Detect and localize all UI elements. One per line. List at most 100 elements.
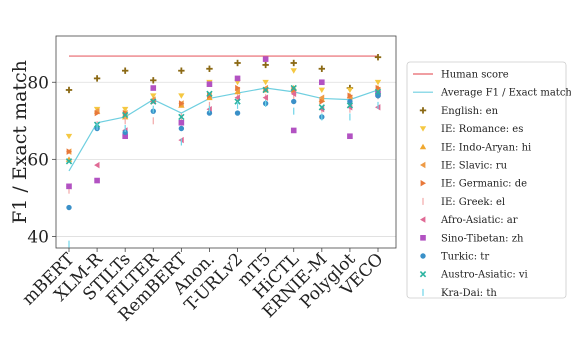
point-sino-tibetan-zh-rembert	[178, 119, 185, 126]
legend-marker-ie-germanic-de-shape	[420, 180, 426, 187]
point-ie-germanic-de-xlm-r	[94, 109, 101, 117]
point-austro-asiatic-vi-t-urlv2-b	[234, 98, 241, 105]
point-ie-romance-es-veco	[374, 79, 382, 86]
point-afro-asiatic-ar-xlm-r-shape	[94, 161, 100, 169]
point-sino-tibetan-zh-stilts	[122, 133, 128, 140]
point-ie-germanic-de-polyglot	[347, 92, 353, 99]
point-ie-indo-aryan-hi-stilts	[121, 113, 129, 120]
series-afro-asiatic-ar	[66, 90, 381, 190]
point-sino-tibetan-zh-ernie-m	[319, 79, 325, 86]
point-sino-tibetan-zh-polyglot-shape	[347, 133, 353, 140]
legend: Human score Average F1 / Exact match Engli…	[406, 61, 571, 299]
legend-label-kra-dai-th: Kra-Dai: th	[441, 288, 497, 299]
point-ie-germanic-de-veco-shape	[375, 84, 381, 92]
point-austro-asiatic-vi-filter-b	[150, 98, 157, 105]
point-austro-asiatic-vi-rembert-b	[178, 113, 185, 121]
point-ie-germanic-de-rembert	[178, 100, 185, 107]
y-tick-label-80: 80	[27, 73, 49, 93]
point-english-en-ernie-m	[318, 65, 326, 72]
legend-item-kra-dai-th: Kra-Dai: th	[422, 288, 497, 299]
legend-marker-turkic-tr	[420, 253, 426, 259]
series-austro-asiatic-vi	[65, 84, 382, 165]
point-ie-romance-es-rembert	[178, 93, 185, 99]
point-turkic-tr-t-urlv2-shape	[234, 110, 241, 116]
point-ie-germanic-de-t-urlv2	[235, 84, 241, 92]
legend-marker-ie-slavic-ru-shape	[420, 161, 426, 169]
legend-marker-ie-romance-es-shape	[419, 126, 427, 132]
point-turkic-tr-mbert-shape	[66, 204, 72, 211]
point-sino-tibetan-zh-hictl-shape	[290, 127, 297, 134]
point-english-en-stilts	[121, 67, 129, 74]
point-ie-germanic-de-t-urlv2-shape	[235, 84, 241, 92]
point-austro-asiatic-vi-hictl-b	[290, 84, 297, 92]
point-ie-romance-es-ernie-m-shape	[318, 87, 326, 93]
point-austro-asiatic-vi-anon-b	[206, 90, 213, 97]
point-ie-slavic-ru-ernie-m	[318, 94, 325, 101]
point-sino-tibetan-zh-filter-shape	[150, 85, 157, 91]
point-sino-tibetan-zh-anon	[206, 81, 213, 87]
point-turkic-tr-veco	[375, 93, 381, 99]
average-line	[68, 87, 379, 172]
series-ie-germanic-de	[66, 84, 381, 155]
legend-label-turkic-tr: Turkic: tr	[441, 252, 489, 263]
point-sino-tibetan-zh-filter	[150, 85, 157, 91]
point-english-en-mt5	[262, 61, 269, 69]
point-sino-tibetan-zh-rembert-shape	[178, 119, 185, 126]
x-axis-ticks: mBERTXLM-RSTILTsFILTERRemBERTAnon.T-URLv…	[19, 248, 388, 326]
point-ie-romance-es-hictl-shape	[290, 68, 297, 74]
point-afro-asiatic-ar-t-urlv2-shape	[234, 94, 240, 101]
point-english-en-t-urlv2	[234, 59, 241, 67]
point-afro-asiatic-ar-xlm-r	[94, 161, 100, 169]
y-axis-ticks: 40 60 80	[27, 73, 56, 247]
series-turkic-tr	[66, 93, 381, 211]
point-ie-slavic-ru-ernie-m-shape	[318, 94, 325, 101]
legend-item-austro-asiatic-vi: Austro-Asiatic: vi	[419, 270, 528, 281]
point-austro-asiatic-vi-stilts	[122, 111, 129, 119]
point-ie-romance-es-filter-shape	[150, 93, 157, 99]
legend-label-ie-slavic-ru: IE: Slavic: ru	[441, 161, 508, 172]
point-ie-germanic-de-ernie-m	[319, 98, 325, 105]
legend-marker-austro-asiatic-vi-b	[419, 271, 427, 278]
legend-item-ie-indo-aryan-hi: IE: Indo-Aryan: hi	[419, 142, 531, 153]
legend-item-average-f1-exact-match: Average F1 / Exact match	[413, 88, 571, 99]
y-tick-label-60: 60	[27, 150, 49, 170]
legend-marker-ie-romance-es	[419, 126, 427, 132]
point-ie-romance-es-polyglot-shape	[346, 87, 354, 93]
legend-label-austro-asiatic-vi: Austro-Asiatic: vi	[440, 270, 528, 281]
point-afro-asiatic-ar-mt5	[262, 94, 269, 101]
point-austro-asiatic-vi-mbert	[65, 158, 73, 165]
data-points	[65, 54, 382, 248]
legend-label-ie-germanic-de: IE: Germanic: de	[441, 179, 527, 190]
legend-marker-austro-asiatic-vi	[419, 271, 427, 278]
y-axis-title: F1 / Exact match	[9, 60, 31, 224]
point-ie-germanic-de-mbert	[66, 148, 72, 155]
legend-label-average-f1-exact-match: Average F1 / Exact match	[440, 88, 571, 99]
point-austro-asiatic-vi-t-urlv2	[234, 98, 241, 105]
y-tick-label-40: 40	[27, 227, 49, 247]
point-sino-tibetan-zh-mt5	[262, 56, 269, 62]
point-turkic-tr-polyglot	[347, 98, 353, 105]
point-sino-tibetan-zh-xlm-r-shape	[94, 177, 100, 184]
legend-label-afro-asiatic-ar: Afro-Asiatic: ar	[440, 215, 518, 226]
legend-item-afro-asiatic-ar: Afro-Asiatic: ar	[420, 215, 518, 226]
point-afro-asiatic-ar-hictl-shape	[290, 90, 297, 98]
point-sino-tibetan-zh-stilts-shape	[122, 133, 128, 140]
point-ie-germanic-de-ernie-m-shape	[319, 98, 325, 105]
legend-frame	[406, 61, 567, 299]
point-turkic-tr-polyglot-shape	[347, 98, 353, 105]
legend-marker-afro-asiatic-ar-shape	[420, 216, 426, 223]
point-ie-romance-es-hictl	[290, 68, 297, 74]
point-turkic-tr-anon	[206, 110, 213, 116]
point-sino-tibetan-zh-mt5-shape	[262, 56, 269, 62]
point-austro-asiatic-vi-stilts-b	[122, 111, 129, 119]
point-turkic-tr-hictl	[291, 98, 297, 105]
legend-label-ie-greek-el: IE: Greek: el	[441, 197, 505, 208]
legend-marker-ie-slavic-ru	[420, 161, 426, 169]
legend-marker-turkic-tr-shape	[420, 253, 426, 259]
legend-marker-ie-indo-aryan-hi-shape	[419, 143, 427, 150]
point-english-en-rembert	[178, 67, 185, 74]
legend-label-human-score: Human score	[441, 70, 509, 81]
point-ie-germanic-de-veco	[375, 84, 381, 92]
legend-item-english-en: English: en	[419, 106, 499, 117]
point-turkic-tr-anon-shape	[206, 110, 213, 116]
